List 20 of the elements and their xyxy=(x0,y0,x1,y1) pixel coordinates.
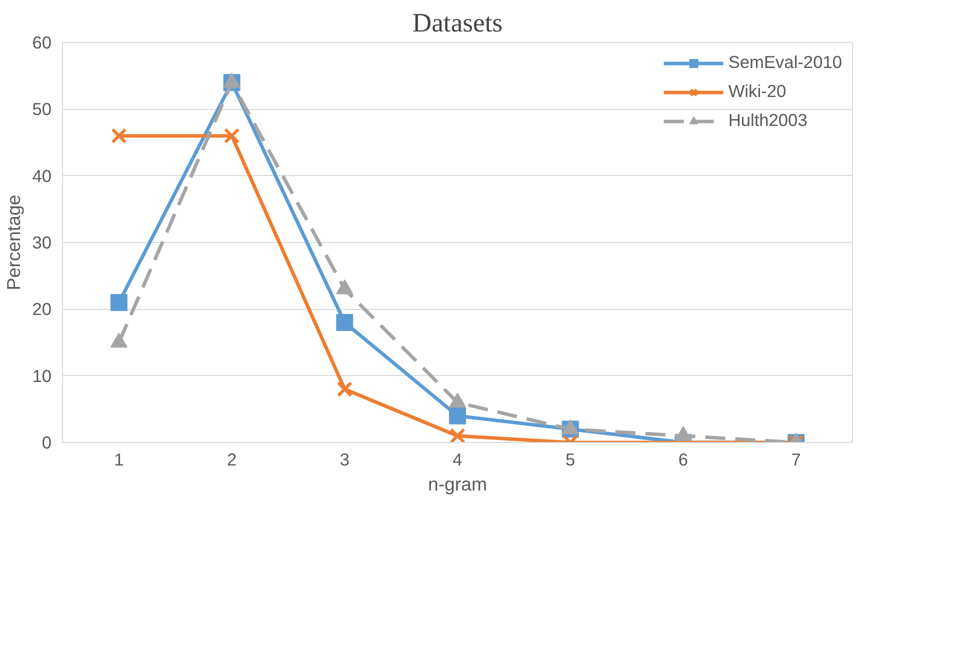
x-tick-label: 7 xyxy=(791,450,801,470)
legend-label: SemEval-2010 xyxy=(728,52,842,73)
y-tick-label: 60 xyxy=(32,32,52,52)
legend-label: Hulth2003 xyxy=(728,110,808,131)
x-tick-label: 1 xyxy=(114,450,124,470)
x-axis-title: n-gram xyxy=(428,474,488,494)
y-axis-title: Percentage xyxy=(3,194,24,290)
y-tick-label: 10 xyxy=(32,366,52,386)
y-tick-label: 0 xyxy=(42,432,52,452)
x-tick-label: 6 xyxy=(678,450,688,470)
y-tick-label: 40 xyxy=(32,166,52,186)
y-tick-label: 50 xyxy=(32,99,52,120)
x-tick-label: 5 xyxy=(566,450,576,470)
y-tick-label: 20 xyxy=(32,299,52,320)
chart-title: Datasets xyxy=(412,8,503,38)
x-tick-label: 3 xyxy=(340,450,350,470)
x-tick-label: 4 xyxy=(452,450,463,470)
y-tick-label: 30 xyxy=(32,232,52,252)
x-tick-label: 2 xyxy=(226,450,237,470)
legend-label: Wiki-20 xyxy=(728,81,786,102)
